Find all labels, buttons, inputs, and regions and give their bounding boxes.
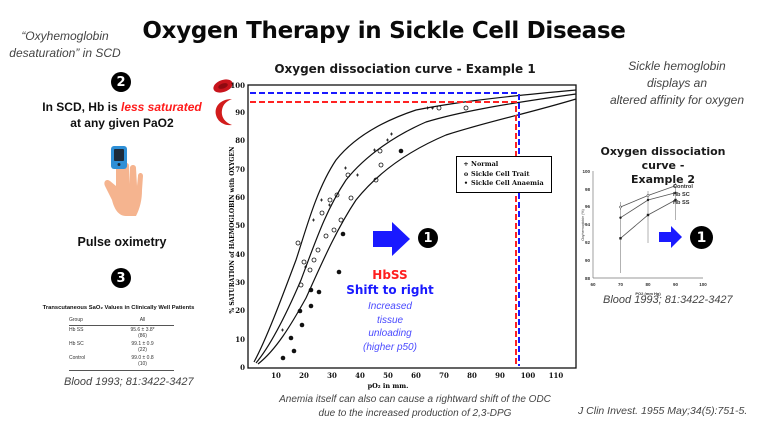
statement-prefix: In SCD, Hb is (42, 100, 121, 114)
table-cell-group: Hb SC (69, 341, 84, 347)
svg-text:96: 96 (585, 204, 591, 209)
svg-text:80: 80 (235, 136, 245, 145)
chart1-title: Oxygen dissociation curve - Example 1 (274, 62, 536, 76)
right-quote: Sickle hemoglobin displays an altered af… (609, 59, 745, 107)
svg-text:94: 94 (585, 222, 591, 227)
table-cell-value: 95.6 ± 3.8* (86) (130, 327, 155, 339)
chart1-y-label: % SATURATION of HAEMOGLOBIN with OXYGEN (229, 146, 236, 313)
number-badge-3: 3 (111, 268, 131, 288)
svg-text:10: 10 (271, 371, 281, 380)
table-cell-group: Control (69, 354, 112, 371)
svg-text:92: 92 (585, 240, 591, 245)
left-citation: Blood 1993; 81:3422-3427 (64, 376, 194, 388)
svg-text:10: 10 (235, 335, 245, 344)
svg-text:90: 90 (673, 282, 679, 287)
svg-text:50: 50 (383, 371, 393, 380)
chart2-x-label: PO2 (mm Hg) (635, 291, 661, 296)
left-quote-line1: “Oxyhemoglobin (21, 29, 109, 43)
svg-text:70: 70 (235, 165, 245, 174)
svg-text:100: 100 (582, 169, 590, 174)
number-badge-2: 2 (111, 72, 131, 92)
legend2-hbss: Hb SS (673, 199, 690, 206)
shift-to-right-label: Shift to right (346, 283, 434, 297)
svg-text:80: 80 (645, 282, 651, 287)
svg-text:90: 90 (235, 108, 245, 117)
legend2-control: Control (673, 184, 693, 190)
chart2-legend: Control Hb SC Hb SS (673, 184, 693, 207)
normal-red-blood-cell-icon (213, 79, 233, 93)
sao2-table: Transcutaneous SaO₂ Values in Clinically… (36, 305, 201, 371)
svg-text:60: 60 (235, 193, 245, 202)
number-badge-1: 1 (418, 228, 438, 248)
svg-text:100: 100 (521, 371, 536, 380)
table-row: Hb SS 95.6 ± 3.8* (86) (69, 326, 174, 341)
svg-text:80: 80 (467, 371, 477, 380)
svg-text:50: 50 (235, 221, 245, 230)
svg-text:90: 90 (585, 258, 591, 263)
svg-text:90: 90 (495, 371, 505, 380)
hbss-label: HbSS (372, 268, 408, 282)
anemia-note: Anemia itself can also can cause a right… (279, 394, 551, 419)
chart2-title: Oxygen dissociation curve - Example 2 (600, 145, 726, 186)
table-cell-group: Hb SS (69, 327, 84, 333)
svg-text:100: 100 (699, 282, 707, 287)
svg-text:98: 98 (585, 187, 591, 192)
svg-text:30: 30 (327, 371, 337, 380)
left-quote: “Oxyhemoglobin desaturation” in SCD (0, 28, 130, 62)
svg-text:70: 70 (439, 371, 449, 380)
increased-unloading-text: Increased tissue unloading (higher p50) (363, 301, 417, 353)
sickle-cell-icon (215, 99, 232, 126)
right-citation: Blood 1993; 81:3422-3427 (603, 294, 733, 306)
svg-text:0: 0 (240, 363, 245, 372)
svg-text:60: 60 (590, 282, 596, 287)
oxygen-dissociation-chart-2: 100 98 96 94 92 90 88 60 70 80 90 100 PO2 (mm Hg… (581, 169, 707, 296)
right-arrow-icon (373, 222, 410, 256)
table-cell-value: 99.0 ± 0.8 (10) (111, 354, 174, 371)
less-saturated-statement: In SCD, Hb is less saturated at any give… (0, 99, 244, 131)
legend2-hbsc: Hb SC (673, 191, 690, 198)
svg-text:88: 88 (585, 276, 591, 281)
svg-text:40: 40 (235, 250, 245, 259)
legend-item-anaemia: • Sickle Cell Anaemia (463, 179, 544, 187)
pulse-oximeter-hand-icon (104, 146, 143, 216)
svg-text:30: 30 (235, 278, 245, 287)
left-quote-line2: desaturation” in SCD (9, 46, 121, 60)
svg-text:60: 60 (411, 371, 421, 380)
table-row: Control 99.0 ± 0.8 (10) (69, 354, 174, 371)
jci-citation: J Clin Invest. 1955 May;34(5):751-5. (578, 405, 748, 417)
right-arrow-icon-2 (659, 226, 682, 248)
page-title: Oxygen Therapy in Sickle Cell Disease (142, 18, 626, 44)
table-header-group: Group (69, 316, 112, 326)
svg-text:20: 20 (235, 306, 245, 315)
legend-item-trait: o Sickle Cell Trait (463, 169, 530, 178)
statement-line2: at any given PaO2 (70, 116, 174, 130)
svg-text:40: 40 (355, 371, 365, 380)
chart1-legend: + Normal o Sickle Cell Trait • Sickle Cell … (456, 156, 552, 193)
table-caption: Transcutaneous SaO₂ Values in Clinically… (42, 305, 195, 311)
svg-text:100: 100 (230, 81, 245, 90)
svg-text:70: 70 (618, 282, 624, 287)
statement-emphasis: less saturated (120, 100, 202, 114)
legend-item-normal: + Normal (463, 160, 499, 168)
number-badge-1-right: 1 (690, 226, 713, 249)
svg-text:20: 20 (299, 371, 309, 380)
table-header-all: All (111, 316, 174, 326)
svg-text:110: 110 (549, 371, 564, 380)
table-cell-value: 99.1 ± 0.9 (22) (131, 341, 154, 353)
pulse-oximetry-label: Pulse oximetry (77, 235, 167, 249)
chart2-y-label: Oxyhemoglobin (%) (581, 209, 585, 241)
table-row: Hb SC 99.1 ± 0.9 (22) (69, 340, 174, 354)
chart1-x-label: pO₂ in mm. (368, 382, 409, 390)
